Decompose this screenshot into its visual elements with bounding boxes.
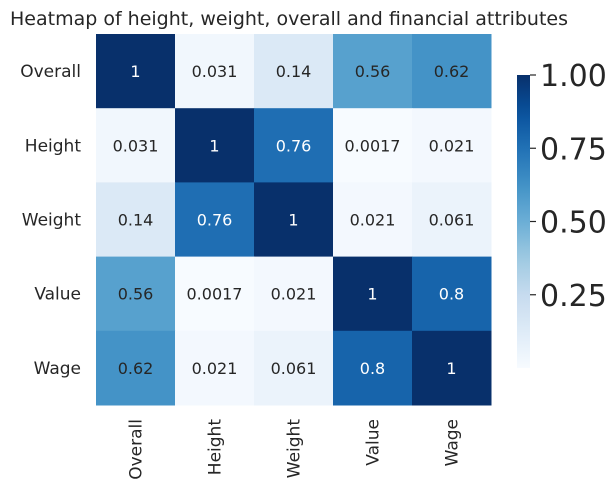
heatmap-cell — [333, 34, 413, 109]
heatmap-cell — [175, 34, 255, 109]
colorbar-tick-label: 1.00 — [540, 59, 607, 94]
heatmap-cell — [96, 108, 176, 183]
cell-value-label: 0.76 — [197, 211, 233, 230]
row-label: Height — [25, 136, 82, 156]
cell-value-label: 1 — [446, 359, 456, 378]
colorbar-tick-label: 0.50 — [540, 206, 607, 241]
heatmap-cell — [96, 34, 176, 109]
heatmap-cell — [412, 330, 492, 406]
heatmap-cell — [412, 256, 492, 332]
cell-value-label: 0.021 — [429, 136, 475, 155]
row-label: Value — [34, 285, 81, 305]
cell-value-label: 0.021 — [350, 211, 396, 230]
cell-value-label: 0.14 — [276, 62, 312, 81]
cell-value-label: 1 — [209, 136, 219, 155]
heatmap-cell — [333, 256, 413, 332]
cell-value-label: 0.62 — [434, 62, 470, 81]
heatmap-cell — [412, 108, 492, 183]
heatmap-cell — [412, 34, 492, 109]
heatmap-cell — [175, 256, 255, 332]
row-label: Weight — [22, 211, 82, 231]
cell-value-label: 0.031 — [192, 62, 238, 81]
heatmap-cell — [254, 330, 334, 406]
heatmap-cell — [333, 108, 413, 183]
colorbar-tick-label: 0.25 — [540, 279, 607, 314]
row-labels: Overall Height Weight Value Wage — [20, 62, 81, 379]
cell-value-label: 0.8 — [360, 359, 385, 378]
chart-title: Heatmap of height, weight, overall and f… — [10, 8, 568, 30]
colorbar: 0.25 0.50 0.75 1.00 — [517, 59, 607, 368]
column-label: Weight — [285, 419, 305, 479]
cell-value-label: 1 — [130, 62, 140, 81]
heatmap-cell — [96, 182, 176, 258]
heatmap-cell — [254, 34, 334, 109]
column-label: Wage — [443, 419, 463, 466]
column-label: Value — [364, 419, 384, 466]
heatmap-cell — [412, 182, 492, 258]
cell-value-label: 1 — [288, 211, 298, 230]
heatmap-cell — [254, 256, 334, 332]
heatmap-cell — [175, 182, 255, 258]
cell-value-label: 0.62 — [118, 359, 154, 378]
cell-value-label: 0.061 — [271, 359, 317, 378]
column-label: Overall — [127, 419, 147, 480]
cell-value-label: 0.0017 — [187, 285, 243, 304]
column-labels: Overall Height Weight Value Wage — [127, 419, 463, 480]
cell-value-label: 0.76 — [276, 136, 312, 155]
cell-value-label: 0.56 — [118, 285, 154, 304]
heatmap-cell — [254, 108, 334, 183]
cell-value-label: 0.0017 — [345, 136, 401, 155]
row-label: Wage — [34, 359, 81, 379]
heatmap-cells: 1 0.031 0.14 0.56 0.62 0.031 1 0.76 0.0017 0.021 0… — [96, 34, 492, 406]
column-label: Height — [206, 419, 226, 476]
cell-value-label: 0.021 — [192, 359, 238, 378]
heatmap-cell — [175, 330, 255, 406]
cell-value-label: 0.56 — [355, 62, 391, 81]
heatmap-cell — [96, 330, 176, 406]
heatmap-cell — [333, 182, 413, 258]
cell-value-label: 0.8 — [439, 285, 464, 304]
cell-value-label: 0.021 — [271, 285, 317, 304]
colorbar-gradient — [517, 75, 530, 368]
heatmap-cell — [333, 330, 413, 406]
heatmap-cell — [254, 182, 334, 258]
row-label: Overall — [20, 62, 81, 82]
cell-value-label: 0.14 — [118, 211, 154, 230]
cell-value-label: 0.061 — [429, 211, 475, 230]
cell-value-label: 1 — [367, 285, 377, 304]
heatmap-cell — [175, 108, 255, 183]
colorbar-tick-label: 0.75 — [540, 132, 607, 167]
heatmap-cell — [96, 256, 176, 332]
cell-value-label: 0.031 — [113, 136, 159, 155]
